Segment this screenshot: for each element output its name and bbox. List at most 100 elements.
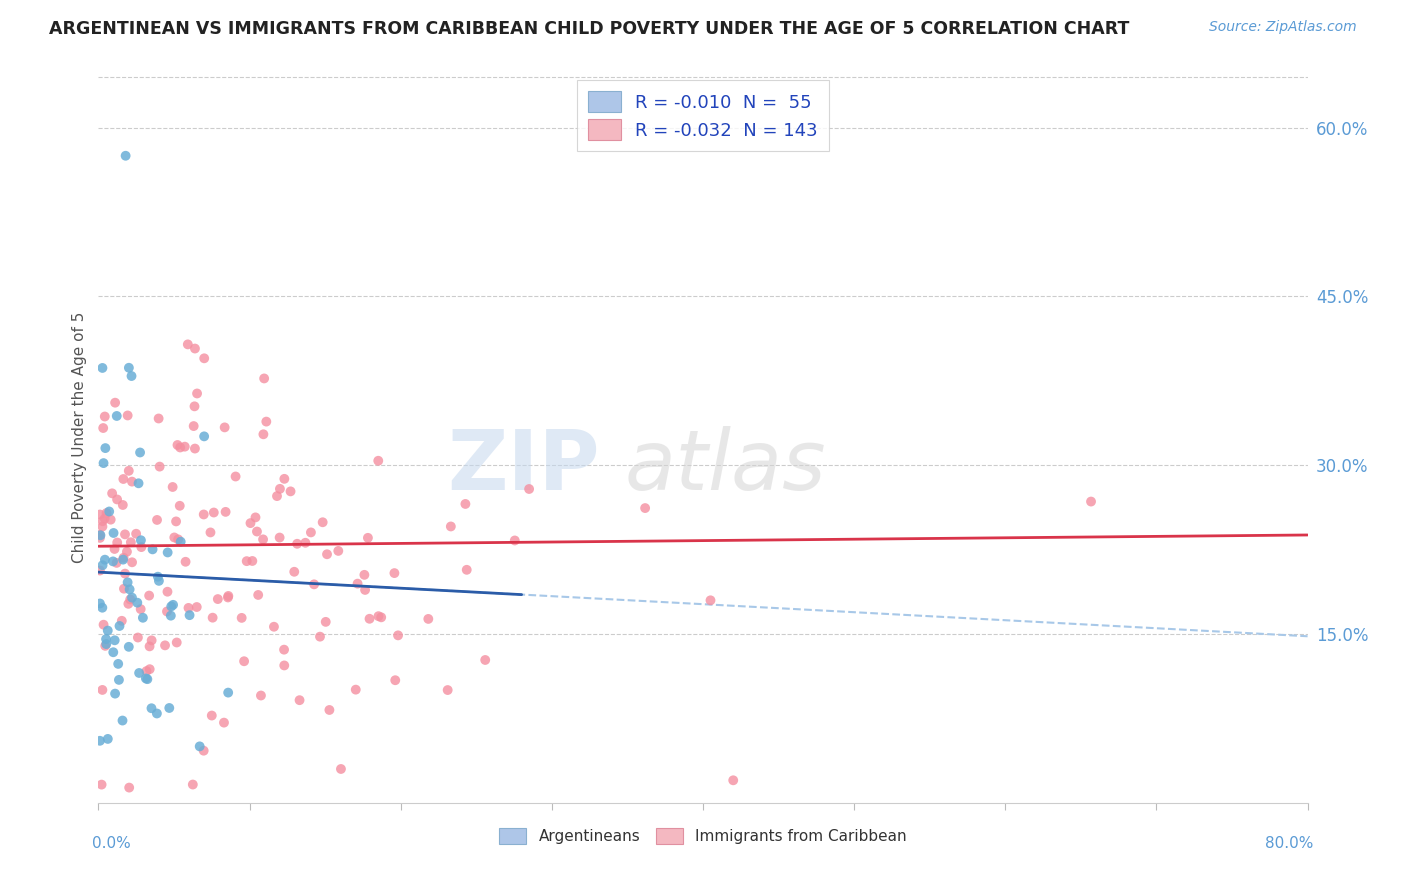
Point [114, 566, 136, 581]
Point [454, 497, 477, 511]
Point [135, 664, 157, 678]
Point [104, 395, 127, 409]
Text: atlas: atlas [624, 425, 827, 507]
Text: ARGENTINEAN VS IMMIGRANTS FROM CARIBBEAN CHILD POVERTY UNDER THE AGE OF 5 CORREL: ARGENTINEAN VS IMMIGRANTS FROM CARIBBEAN… [49, 20, 1129, 37]
Point [367, 454, 389, 468]
Point [89, 528, 111, 542]
Point [207, 592, 229, 607]
Point [384, 673, 406, 688]
Point [167, 533, 190, 547]
Point [121, 475, 143, 489]
Point [183, 419, 205, 434]
Point [141, 701, 163, 715]
Point [269, 531, 291, 545]
Text: ZIP: ZIP [447, 425, 600, 507]
Point [245, 510, 267, 524]
Point [132, 611, 155, 625]
Point [169, 499, 191, 513]
Point [127, 596, 149, 610]
Point [240, 554, 263, 568]
Point [90, 778, 112, 792]
Point [112, 552, 135, 566]
Point [100, 513, 122, 527]
Point [96, 506, 118, 520]
Text: 0.0%: 0.0% [93, 836, 131, 851]
Point [318, 703, 340, 717]
Point [273, 642, 295, 657]
Point [294, 535, 316, 549]
Point [108, 619, 131, 633]
Point [129, 445, 152, 459]
Point [93, 456, 115, 470]
Point [148, 574, 170, 588]
Point [112, 550, 135, 565]
Point [104, 633, 127, 648]
Point [181, 778, 204, 792]
Point [311, 515, 333, 529]
Point [254, 415, 277, 429]
Point [288, 693, 311, 707]
Point [235, 554, 257, 568]
Point [166, 438, 188, 452]
Point [517, 482, 540, 496]
Point [186, 600, 208, 615]
Point [153, 638, 176, 652]
Point [104, 687, 127, 701]
Point [359, 612, 381, 626]
Point [115, 545, 138, 559]
Point [177, 337, 200, 351]
Point [118, 582, 141, 597]
Point [118, 464, 141, 478]
Point [183, 400, 205, 414]
Point [146, 570, 169, 584]
Point [128, 665, 150, 680]
Point [146, 513, 169, 527]
Point [723, 773, 745, 788]
Point [105, 492, 128, 507]
Point [149, 459, 172, 474]
Point [105, 556, 128, 570]
Point [103, 645, 125, 659]
Point [114, 527, 136, 541]
Point [184, 442, 207, 456]
Point [179, 608, 201, 623]
Point [283, 565, 305, 579]
Point [89, 597, 111, 611]
Point [212, 715, 235, 730]
Point [440, 519, 463, 533]
Point [269, 482, 291, 496]
Point [98, 504, 121, 518]
Point [174, 555, 197, 569]
Point [146, 706, 169, 721]
Point [138, 640, 160, 654]
Point [118, 640, 141, 654]
Point [217, 685, 239, 699]
Point [93, 511, 115, 525]
Point [214, 505, 236, 519]
Point [201, 610, 224, 624]
Point [118, 360, 141, 375]
Point [89, 733, 111, 747]
Point [105, 409, 128, 423]
Point [177, 601, 200, 615]
Point [357, 531, 380, 545]
Point [344, 682, 367, 697]
Point [101, 486, 124, 500]
Point [217, 589, 239, 603]
Point [128, 476, 150, 491]
Point [131, 540, 153, 554]
Point [418, 612, 440, 626]
Point [91, 600, 114, 615]
Point [354, 582, 377, 597]
Point [136, 672, 159, 686]
Point [246, 524, 269, 539]
Point [159, 608, 181, 623]
Point [96, 637, 118, 651]
Point [141, 633, 163, 648]
Point [165, 515, 187, 529]
Point [157, 701, 180, 715]
Point [346, 576, 368, 591]
Point [91, 682, 114, 697]
Point [89, 528, 111, 542]
Point [89, 531, 111, 545]
